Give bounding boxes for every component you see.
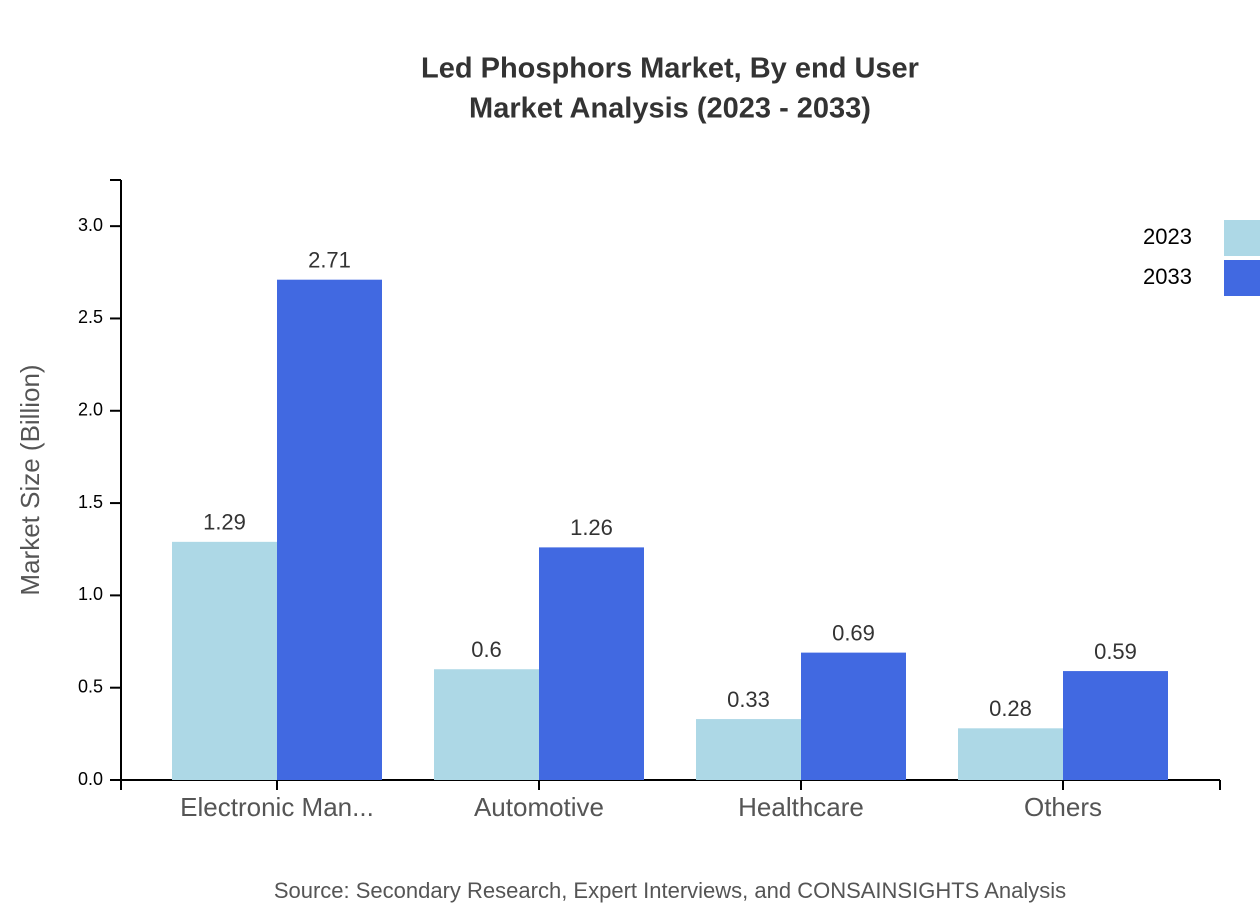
value-label: 1.26: [570, 515, 613, 540]
bar: [539, 547, 644, 780]
y-tick-label: 2.0: [78, 400, 103, 420]
legend-label: 2023: [1143, 224, 1192, 249]
source-note: Source: Secondary Research, Expert Inter…: [274, 878, 1066, 903]
value-label: 0.6: [471, 637, 502, 662]
x-tick-label: Others: [1024, 792, 1102, 822]
y-tick-label: 0.0: [78, 769, 103, 789]
x-tick-label: Automotive: [474, 792, 604, 822]
y-tick-label: 2.5: [78, 307, 103, 327]
legend-label: 2033: [1143, 264, 1192, 289]
x-tick-label: Healthcare: [738, 792, 864, 822]
bar: [172, 541, 277, 780]
chart-title: Market Analysis (2023 - 2033): [469, 93, 871, 125]
value-label: 0.69: [832, 620, 875, 645]
y-axis-label: Market Size (Billion): [15, 364, 45, 595]
bar: [696, 719, 801, 780]
bar: [434, 669, 539, 780]
bar: [958, 728, 1063, 780]
bar: [277, 279, 382, 780]
y-tick-label: 3.0: [78, 215, 103, 235]
value-label: 0.28: [989, 696, 1032, 721]
value-label: 0.59: [1094, 639, 1137, 664]
y-tick-label: 0.5: [78, 676, 103, 696]
y-tick-label: 1.0: [78, 584, 103, 604]
x-tick-label: Electronic Man...: [180, 792, 374, 822]
y-tick-label: 1.5: [78, 492, 103, 512]
value-label: 0.33: [727, 687, 770, 712]
chart-title: Led Phosphors Market, By end User: [421, 53, 919, 85]
legend-swatch: [1224, 260, 1260, 296]
value-label: 1.29: [203, 510, 246, 535]
bar: [1063, 671, 1168, 780]
legend-swatch: [1224, 220, 1260, 256]
value-label: 2.71: [308, 248, 351, 273]
bar: [801, 652, 906, 780]
